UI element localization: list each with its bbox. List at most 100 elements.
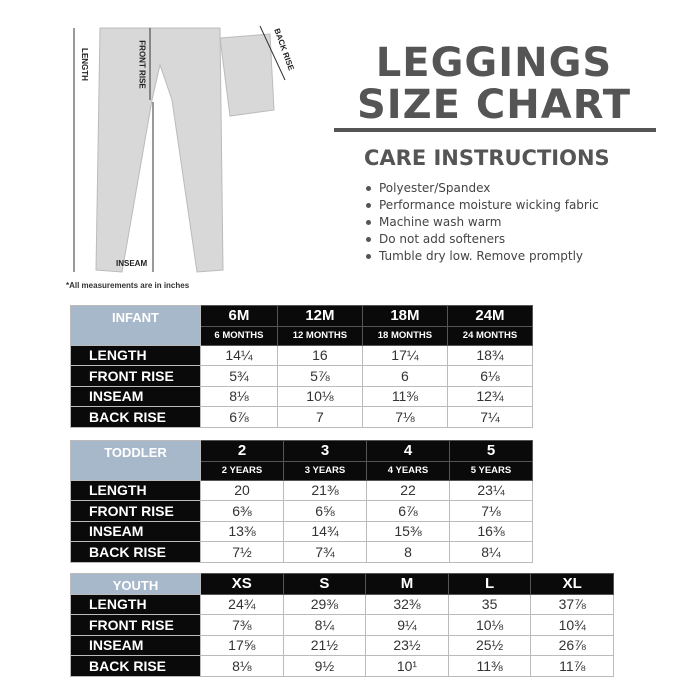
table-row: LENGTH 24¾ 29⅜ 32⅜ 35 37⅞ [70, 593, 614, 615]
infant-size-table: INFANT 6M 12M 18M 24M 6 MONTHS 12 MONTHS 18 MON… [70, 305, 534, 428]
care-item: Performance moisture wicking fabric [366, 197, 599, 214]
size-header: 2 [200, 440, 284, 462]
measurement-cell: 21½ [282, 634, 367, 656]
size-header: 6M [200, 305, 278, 327]
table-row: BACK RISE 7½ 7¾ 8 8¼ [70, 541, 533, 563]
measurement-cell: 10¹ [365, 655, 449, 677]
size-header: L [447, 573, 532, 595]
care-item: Machine wash warm [366, 214, 599, 231]
title-line1: LEGGINGS [375, 40, 613, 86]
measurement-cell: 16⅜ [449, 520, 533, 542]
size-subheader: 24 MONTHS [446, 325, 534, 346]
table-row: INSEAM 17⅝ 21½ 23½ 25½ 26⅞ [70, 634, 614, 656]
measurement-cell: 7¾ [283, 541, 367, 563]
care-item: Tumble dry low. Remove promptly [366, 248, 599, 265]
measurement-cell: 8¼ [282, 614, 367, 636]
toddler-size-table: TODDLER 2 3 4 5 2 YEARS 3 YEARS 4 YEARS 5 YEARS L… [70, 440, 533, 563]
inseam-label: INSEAM [116, 259, 148, 268]
leggings-illustration [73, 25, 286, 273]
size-subheader: 2 YEARS [200, 460, 284, 481]
back-rise-arrow [259, 25, 286, 81]
care-list: Polyester/Spandex Performance moisture w… [366, 180, 599, 265]
size-header: XS [200, 573, 284, 595]
measurement-cell: 11⅞ [530, 655, 614, 677]
table-row: INSEAM 8⅛ 10⅛ 11⅜ 12¾ [70, 385, 534, 407]
row-label: BACK RISE [70, 541, 201, 563]
measurement-cell: 6⅞ [200, 406, 278, 428]
row-label: FRONT RISE [70, 614, 201, 636]
size-header: 5 [449, 440, 533, 462]
measurement-cell: 17¼ [361, 344, 448, 366]
size-header: S [282, 573, 367, 595]
table-row: FRONT RISE 6⅜ 6⅝ 6⅞ 7⅛ [70, 500, 533, 522]
measurement-cell: 18¾ [446, 344, 534, 366]
measurement-cell: 13⅜ [200, 520, 284, 542]
measurement-cell: 12¾ [446, 385, 534, 407]
measurement-cell: 5¾ [200, 365, 278, 387]
row-label: FRONT RISE [70, 500, 201, 522]
measurement-cell: 7⅛ [361, 406, 448, 428]
measurement-cell: 7½ [200, 541, 284, 563]
measurement-cell: 11⅜ [447, 655, 532, 677]
size-header: M [365, 573, 449, 595]
measurement-cell: 6⅛ [446, 365, 534, 387]
size-header: 24M [446, 305, 534, 327]
group-label: YOUTH [70, 573, 201, 595]
row-label: LENGTH [70, 344, 201, 366]
care-heading: CARE INSTRUCTIONS [364, 146, 610, 170]
measurement-cell: 14¾ [283, 520, 367, 542]
measurement-cell: 32⅜ [365, 593, 449, 615]
table-row: LENGTH 14¼ 16 17¼ 18¾ [70, 344, 534, 366]
measurement-note: *All measurements are in inches [66, 281, 190, 290]
measurement-cell: 21⅜ [283, 479, 367, 501]
measurement-cell: 37⅞ [530, 593, 614, 615]
measurement-cell: 15⅜ [366, 520, 450, 542]
measurement-cell: 16 [276, 344, 363, 366]
table-row: INSEAM 13⅜ 14¾ 15⅜ 16⅜ [70, 520, 533, 542]
size-subheader: 18 MONTHS [361, 325, 448, 346]
group-label: INFANT [70, 305, 201, 346]
measurement-cell: 5⅞ [276, 365, 363, 387]
measurement-cell: 10⅛ [447, 614, 532, 636]
measurement-cell: 7⅜ [200, 614, 284, 636]
measurement-cell: 6⅜ [200, 500, 284, 522]
size-header: 18M [361, 305, 448, 327]
measurement-cell: 7¼ [446, 406, 534, 428]
measurement-cell: 8⅛ [200, 385, 278, 407]
measurement-cell: 29⅜ [282, 593, 367, 615]
length-label: LENGTH [79, 48, 89, 81]
table-row: FRONT RISE 5¾ 5⅞ 6 6⅛ [70, 365, 534, 387]
measurement-cell: 25½ [447, 634, 532, 656]
size-subheader: 4 YEARS [366, 460, 450, 481]
size-header: 4 [366, 440, 450, 462]
table-row: LENGTH 20 21⅜ 22 23¼ [70, 479, 533, 501]
row-label: INSEAM [70, 385, 201, 407]
care-item: Polyester/Spandex [366, 180, 599, 197]
row-label: INSEAM [70, 634, 201, 656]
measurement-cell: 6⅞ [366, 500, 450, 522]
table-row: BACK RISE 6⅞ 7 7⅛ 7¼ [70, 406, 534, 428]
youth-size-table: YOUTH XS S M L XL LENGTH 24¾ 29⅜ 32⅜ 35 37⅞ FRONT RI… [70, 573, 614, 677]
measurement-cell: 8⅛ [200, 655, 284, 677]
size-header: 3 [283, 440, 367, 462]
size-subheader: 5 YEARS [449, 460, 533, 481]
row-label: LENGTH [70, 479, 201, 501]
measurement-cell: 9¼ [365, 614, 449, 636]
row-label: BACK RISE [70, 406, 201, 428]
measurement-cell: 11⅜ [361, 385, 448, 407]
measurement-cell: 23½ [365, 634, 449, 656]
title-line2: SIZE CHART [356, 82, 632, 128]
measurement-cell: 10¾ [530, 614, 614, 636]
care-item: Do not add softeners [366, 231, 599, 248]
table-row: FRONT RISE 7⅜ 8¼ 9¼ 10⅛ 10¾ [70, 614, 614, 636]
group-label: TODDLER [70, 440, 201, 481]
measurement-cell: 24¾ [200, 593, 284, 615]
measurement-cell: 6 [361, 365, 448, 387]
measurement-cell: 8 [366, 541, 450, 563]
size-header: XL [530, 573, 614, 595]
size-header: 12M [276, 305, 363, 327]
measurement-cell: 22 [366, 479, 450, 501]
measurement-cell: 17⅝ [200, 634, 284, 656]
measurement-cell: 35 [447, 593, 532, 615]
row-label: BACK RISE [70, 655, 201, 677]
